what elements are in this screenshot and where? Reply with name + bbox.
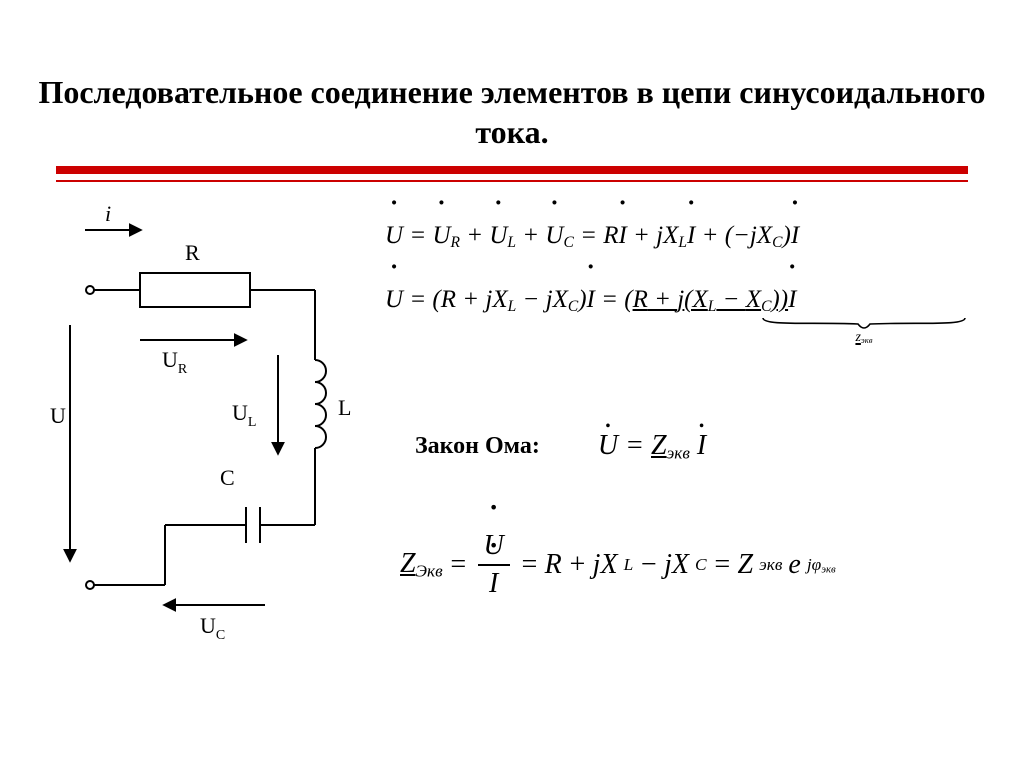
ohm-label: Закон Ома: — [415, 433, 540, 460]
equation-4: ZЭкв = U I = R + jXL − jXC = Zэквejφэкв — [400, 530, 1020, 600]
slide: Последовательное соединение элементов в … — [0, 0, 1024, 768]
title-bar-thin — [56, 180, 968, 182]
label-i: i — [105, 201, 111, 226]
label-R: R — [185, 240, 200, 265]
label-UC: UC — [200, 613, 225, 643]
label-U: U — [50, 403, 66, 428]
slide-title: Последовательное соединение элементов в … — [0, 72, 1024, 152]
equation-3: U = Zэкв I — [598, 430, 706, 463]
equation-1: U = UR + UL + UC = RI + jXLI + (−jXC)I — [385, 222, 1005, 252]
title-bar-thick — [56, 166, 968, 174]
underbrace: zэкв — [761, 316, 967, 346]
label-UL: UL — [232, 400, 256, 430]
label-C: C — [220, 465, 235, 490]
label-UR: UR — [162, 347, 188, 377]
equation-2: U = (R + jXL − jXC)I = (R + j(XL − XC))I… — [385, 286, 1005, 316]
circuit-diagram: i — [60, 205, 370, 635]
label-L: L — [338, 395, 351, 420]
equations-block: U = UR + UL + UC = RI + jXLI + (−jXC)I U… — [385, 218, 1005, 316]
ohm-row: Закон Ома: U = Zэкв I — [415, 430, 1015, 463]
